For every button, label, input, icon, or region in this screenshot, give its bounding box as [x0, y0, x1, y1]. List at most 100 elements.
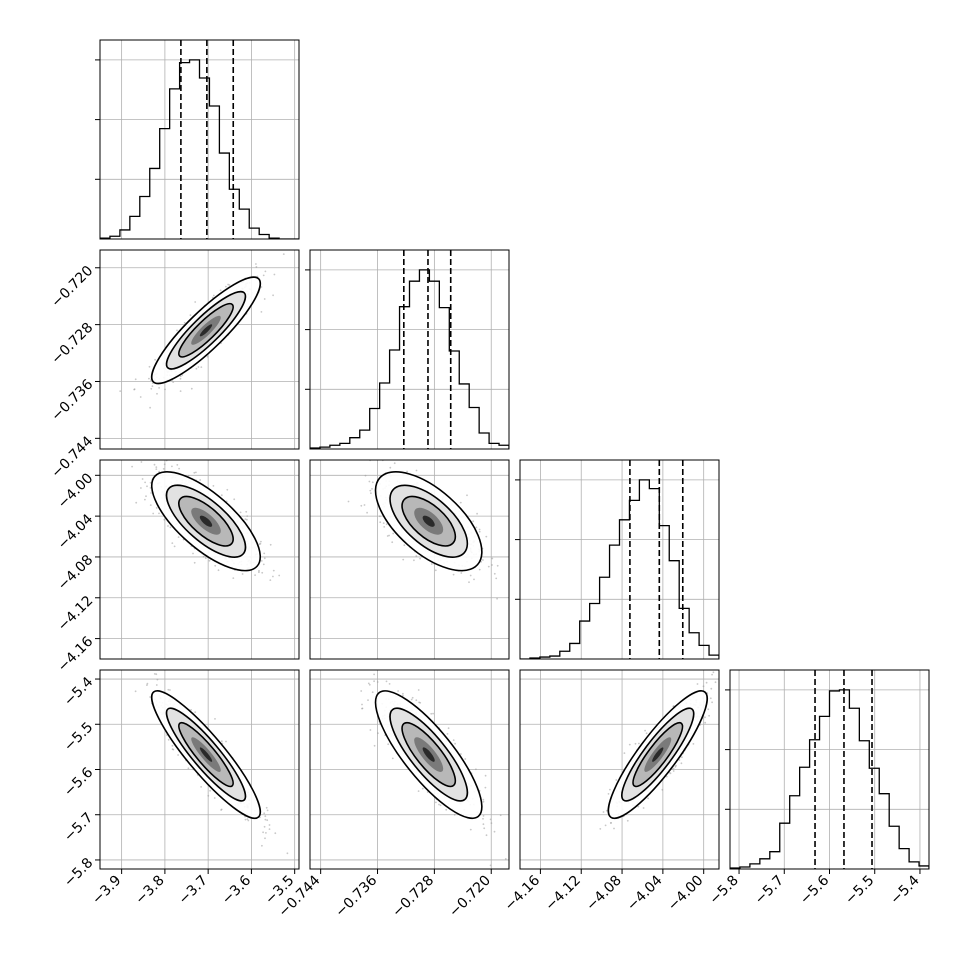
- scatter-point: [645, 732, 648, 735]
- scatter-point: [261, 571, 264, 574]
- x-tick-label: −3.6: [219, 872, 254, 907]
- scatter-point: [263, 812, 266, 815]
- scatter-point: [371, 691, 374, 694]
- scatter-point: [637, 805, 640, 808]
- contour-line-2: [401, 721, 457, 788]
- scatter-point: [146, 682, 149, 685]
- contour-line-1: [621, 707, 695, 802]
- scatter-point: [397, 690, 399, 692]
- scatter-point: [155, 507, 158, 509]
- scatter-point: [213, 797, 216, 799]
- scatter-panel-3-0: −5.8−5.7−5.6−5.5−5.4−3.9 −3.8 −3.7 −3.6 −3.5: [61, 669, 300, 908]
- scatter-point: [194, 711, 197, 713]
- panel-frame: [729, 669, 930, 870]
- y-tick-label: −5.6: [61, 764, 96, 799]
- scatter-point: [704, 721, 707, 724]
- scatter-point: [415, 555, 418, 557]
- scatter-point: [672, 767, 675, 770]
- scatter-point: [148, 365, 151, 368]
- y-tick-label: −5.7: [61, 810, 96, 845]
- scatter-point: [419, 557, 421, 560]
- scatter-point: [638, 742, 640, 745]
- scatter-point: [452, 739, 455, 741]
- scatter-point: [258, 571, 260, 574]
- scatter-point: [272, 294, 274, 297]
- scatter-point: [415, 469, 418, 472]
- scatter-point: [360, 504, 363, 507]
- scatter-point: [155, 673, 158, 676]
- scatter-point: [475, 768, 477, 771]
- scatter-point: [149, 504, 152, 506]
- density-fill-4: [199, 324, 213, 337]
- scatter-point: [613, 827, 615, 830]
- scatter-point: [482, 817, 484, 820]
- panel-frame: [309, 459, 510, 660]
- contour-line-0: [150, 690, 262, 820]
- contour-line-2: [401, 495, 457, 547]
- scatter-point: [367, 699, 369, 701]
- scatter-point: [262, 563, 265, 566]
- scatter-point: [605, 809, 608, 812]
- scatter-point: [464, 758, 467, 760]
- scatter-point: [149, 406, 152, 409]
- scatter-point: [153, 463, 156, 466]
- scatter-point: [179, 377, 182, 380]
- x-tick-label: −5.4: [887, 872, 922, 907]
- scatter-point: [260, 560, 263, 562]
- scatter-point: [150, 492, 153, 494]
- scatter-point: [373, 680, 375, 683]
- scatter-point: [460, 753, 462, 755]
- scatter-point: [263, 298, 266, 300]
- scatter-point: [385, 523, 388, 526]
- scatter-point: [476, 512, 478, 515]
- density-fill-4: [422, 747, 435, 762]
- scatter-point: [200, 366, 203, 368]
- scatter-point: [378, 515, 381, 518]
- scatter-point: [406, 470, 408, 473]
- scatter-point: [634, 742, 637, 745]
- scatter-point: [714, 681, 717, 684]
- scatter-point: [148, 377, 150, 380]
- scatter-point: [164, 388, 166, 391]
- histogram-step-line: [100, 59, 299, 239]
- histogram-step-line: [310, 269, 509, 449]
- histogram-panel-2: [515, 459, 720, 660]
- scatter-point: [704, 716, 706, 719]
- scatter-point: [370, 492, 372, 495]
- scatter-point: [192, 552, 194, 555]
- contour-line-1: [389, 484, 469, 558]
- scatter-point: [382, 522, 385, 524]
- scatter-point: [177, 536, 180, 538]
- scatter-point: [485, 535, 488, 538]
- scatter-point: [204, 557, 207, 560]
- scatter-point: [478, 568, 481, 571]
- scatter-point: [258, 569, 260, 572]
- scatter-point: [146, 485, 148, 488]
- scatter-point: [178, 467, 181, 470]
- scatter-point: [286, 852, 289, 855]
- histogram-panel-0: [95, 39, 300, 240]
- panel-frame: [519, 669, 720, 870]
- scatter-point: [140, 487, 142, 489]
- scatter-point: [482, 798, 485, 801]
- scatter-point: [496, 564, 499, 567]
- scatter-point: [446, 733, 449, 735]
- scatter-point: [491, 564, 493, 566]
- scatter-point: [272, 575, 274, 578]
- scatter-content: [119, 253, 285, 409]
- scatter-point: [347, 500, 350, 503]
- scatter-point: [131, 465, 134, 468]
- density-fill-4: [652, 747, 664, 762]
- scatter-point: [711, 673, 713, 676]
- scatter-point: [189, 314, 192, 316]
- scatter-point: [392, 532, 395, 535]
- scatter-point: [469, 828, 472, 831]
- scatter-point: [169, 689, 171, 691]
- scatter-point: [484, 786, 487, 789]
- scatter-point: [363, 504, 366, 506]
- scatter-point: [361, 707, 363, 710]
- scatter-point: [377, 732, 379, 735]
- scatter-point: [176, 464, 179, 466]
- scatter-point: [169, 526, 172, 529]
- panel-frame: [519, 459, 720, 660]
